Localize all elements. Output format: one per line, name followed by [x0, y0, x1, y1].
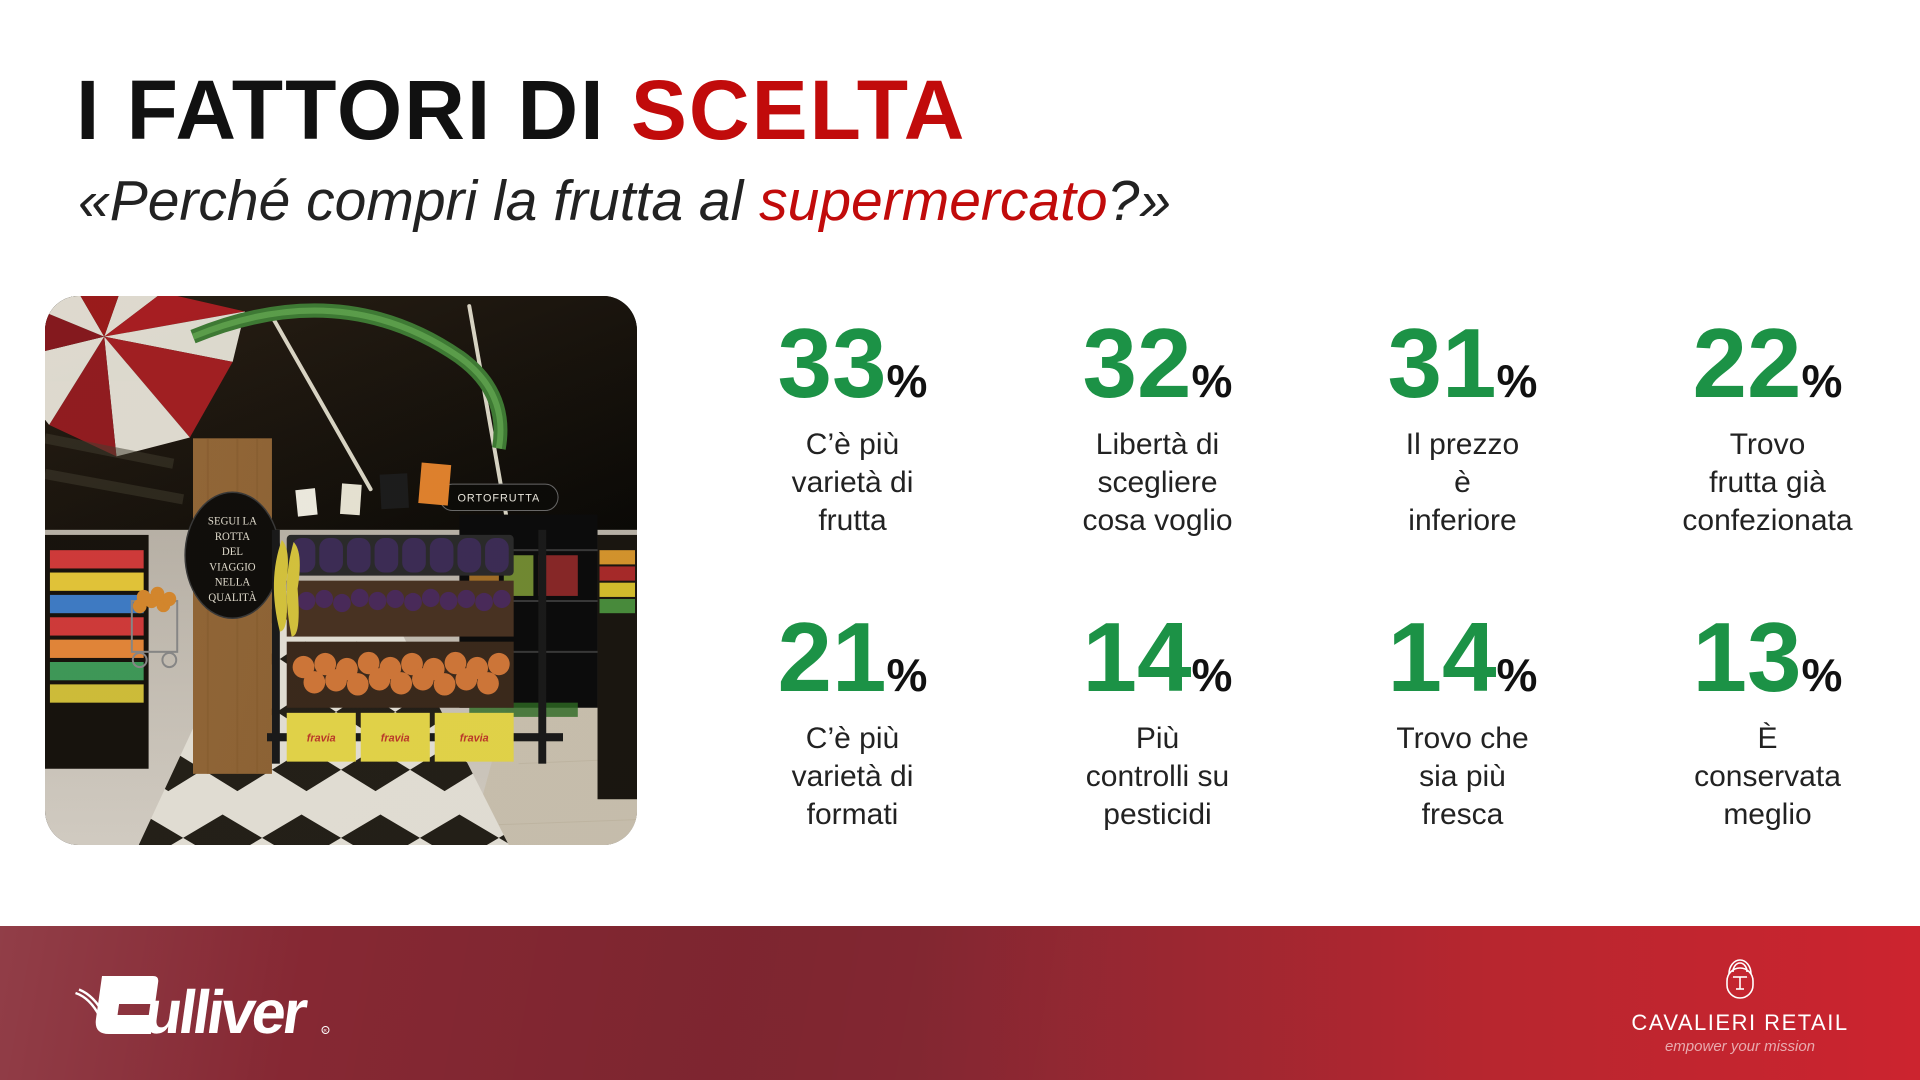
svg-text:R: R: [324, 1028, 328, 1033]
svg-text:ulliver: ulliver: [141, 978, 311, 1044]
